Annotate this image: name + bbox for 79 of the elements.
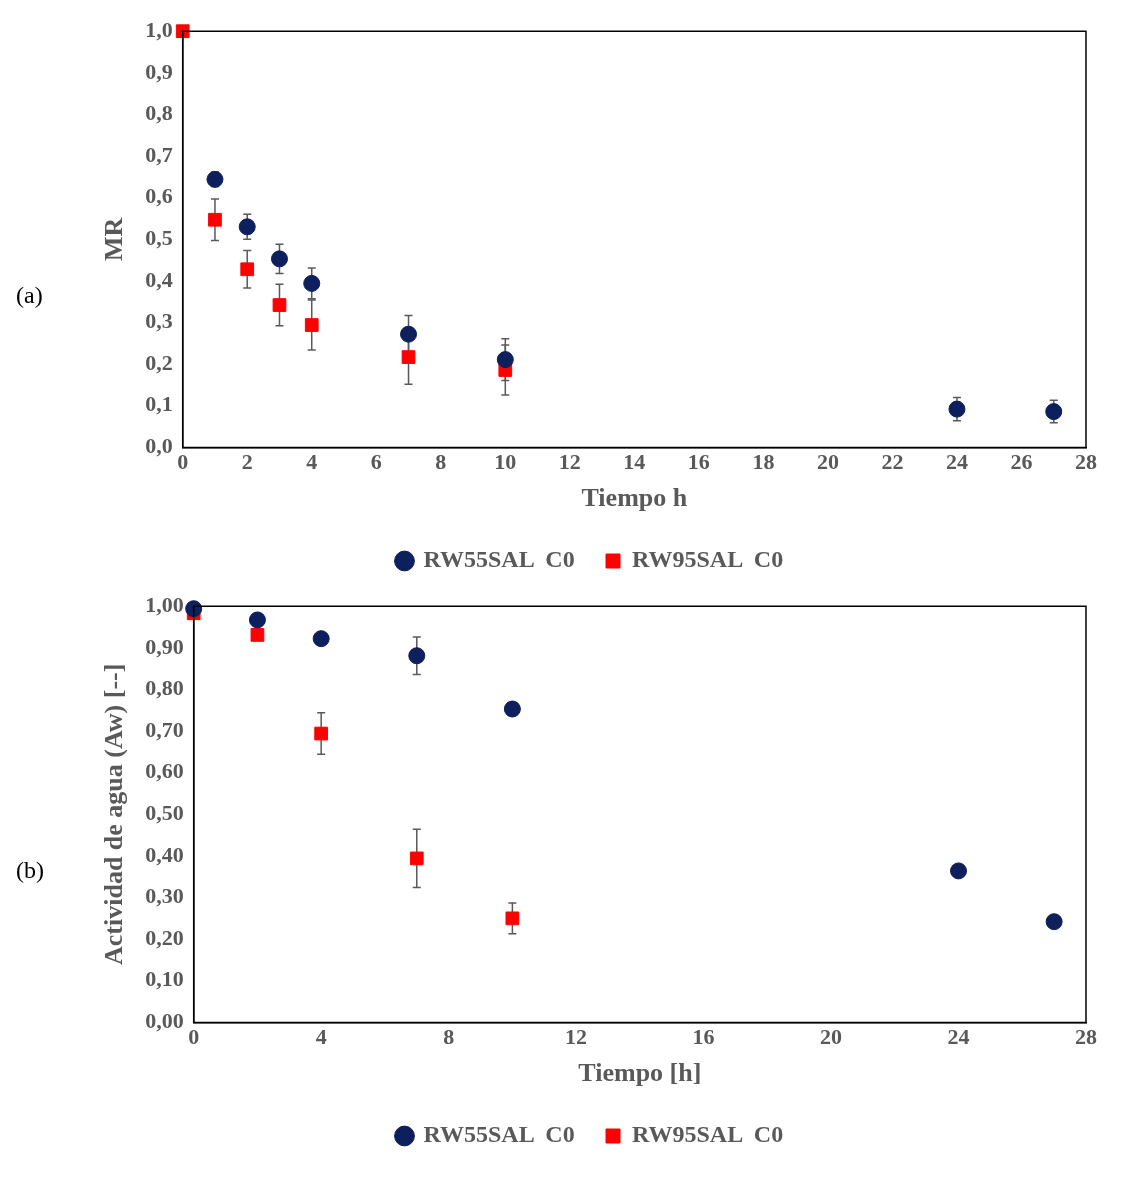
x-tick-label: 12 xyxy=(558,449,581,475)
y-tick-label: 0,80 xyxy=(145,675,184,701)
y-tick-label: 0,5 xyxy=(145,224,173,250)
y-tick-label: 0,40 xyxy=(145,841,184,867)
point xyxy=(303,274,321,292)
x-tick-label: 22 xyxy=(881,449,904,475)
point xyxy=(950,862,968,880)
point xyxy=(314,726,329,741)
text: (a) xyxy=(16,282,44,309)
point xyxy=(270,250,288,268)
x-tick-label: 10 xyxy=(494,449,517,475)
point xyxy=(250,628,265,642)
point xyxy=(248,611,266,629)
legend-label: RW95SAL C0 xyxy=(632,546,784,573)
y-tick-label: 1,00 xyxy=(145,591,184,617)
x-tick-label: 20 xyxy=(816,449,839,475)
y-tick-label: 0,7 xyxy=(145,141,173,167)
point xyxy=(238,218,256,236)
x-tick-label: 16 xyxy=(692,1024,715,1050)
point xyxy=(1045,913,1063,931)
x-tick-label: 24 xyxy=(945,449,968,475)
point xyxy=(240,262,255,277)
x-tick-label: 4 xyxy=(315,1024,327,1050)
y-tick-label: 0,30 xyxy=(145,883,184,909)
x-tick-label: 4 xyxy=(306,449,318,475)
x-tick-label: 14 xyxy=(623,449,646,475)
y-tick-label: 0,2 xyxy=(145,349,173,375)
text: (b) xyxy=(16,857,45,884)
y-tick-label: 0,50 xyxy=(145,799,184,825)
y-tick-label: 0,00 xyxy=(145,1008,184,1034)
y-tick-label: 0,1 xyxy=(145,391,173,417)
x-tick-label: 20 xyxy=(820,1024,843,1050)
y-tick-label: 0,90 xyxy=(145,633,184,659)
x-tick-label: 0 xyxy=(188,1024,200,1050)
point xyxy=(409,851,424,866)
y-tick-label: 0,9 xyxy=(145,58,173,84)
y-axis-title: MR xyxy=(99,217,129,261)
x-tick-label: 28 xyxy=(1075,1024,1097,1050)
x-tick-label: 2 xyxy=(241,449,253,475)
x-tick-label: 12 xyxy=(565,1024,588,1050)
y-tick-label: 0,10 xyxy=(145,966,184,992)
x-tick-label: 16 xyxy=(687,449,710,475)
point xyxy=(304,318,319,332)
x-tick-label: 8 xyxy=(435,449,447,475)
y-tick-label: 0,4 xyxy=(145,266,173,292)
x-axis-title: Tiempo h xyxy=(581,483,688,513)
y-tick-label: 0,20 xyxy=(145,924,184,950)
point xyxy=(948,400,966,418)
x-tick-label: 18 xyxy=(752,449,775,475)
x-tick-label: 6 xyxy=(370,449,382,475)
point xyxy=(206,170,224,188)
point xyxy=(408,647,426,665)
point xyxy=(175,24,190,39)
y-tick-label: 0,8 xyxy=(145,100,173,126)
x-tick-label: 28 xyxy=(1075,449,1097,475)
y-axis-title: Actividad de agua (Aw) [--] xyxy=(99,663,129,965)
point xyxy=(1045,403,1063,421)
point xyxy=(272,298,287,312)
y-tick-label: 0,60 xyxy=(145,758,184,784)
point xyxy=(208,212,222,227)
y-tick-label: 0,0 xyxy=(145,433,173,459)
x-tick-label: 26 xyxy=(1010,449,1033,475)
point xyxy=(503,700,521,718)
x-tick-label: 24 xyxy=(947,1024,970,1050)
legend-label: RW55SAL C0 xyxy=(423,546,575,573)
point xyxy=(312,630,330,648)
y-tick-label: 0,70 xyxy=(145,716,184,742)
legend-label: RW55SAL C0 xyxy=(423,1121,575,1148)
point xyxy=(400,325,418,343)
y-tick-label: 0,3 xyxy=(145,308,173,334)
x-tick-label: 8 xyxy=(443,1024,455,1050)
y-tick-label: 1,0 xyxy=(145,16,173,42)
x-axis-title: Tiempo [h] xyxy=(578,1058,702,1088)
point xyxy=(496,351,514,369)
legend-label: RW95SAL C0 xyxy=(632,1121,784,1148)
point xyxy=(505,911,520,926)
x-tick-label: 0 xyxy=(177,449,189,475)
y-tick-label: 0,6 xyxy=(145,183,173,209)
point xyxy=(401,350,416,364)
